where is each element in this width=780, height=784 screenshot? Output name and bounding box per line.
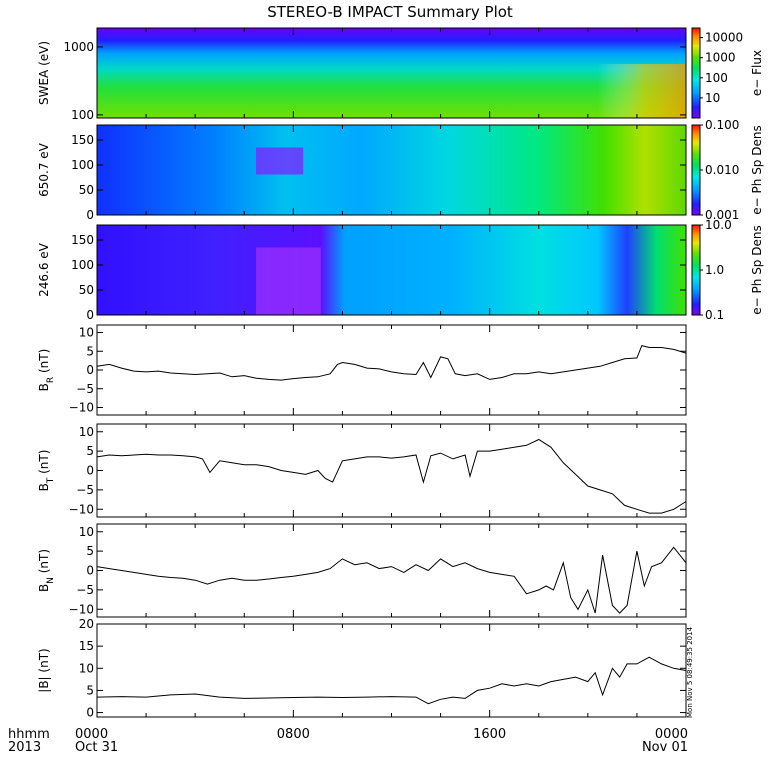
series-line (96, 345, 687, 381)
colorbar-tick-label: 0.001 (705, 208, 739, 222)
generation-timestamp: Mon Nov 5 08:49:35 2014 (686, 626, 694, 718)
time-tick-date: Oct 31 (75, 740, 118, 755)
colorbar-label: e− Ph Sp Dens (750, 125, 764, 214)
plot-title: STEREO-B IMPACT Summary Plot (267, 3, 513, 21)
colorbar-tick-label: 1000 (705, 51, 736, 65)
spectrogram-fill (97, 125, 686, 215)
y-tick-label: 0 (86, 208, 94, 222)
y-tick-label: 10 (79, 525, 94, 539)
time-tick-label: 0000 (75, 727, 108, 742)
time-axis-row2-label: 2013 (8, 740, 41, 755)
y-axis-label: SWEA (eV) (37, 41, 51, 105)
panel-6: −10 −5 0 5 10 BN (nT) (37, 523, 687, 618)
y-tick-label: 100 (71, 158, 94, 172)
time-tick-label: 0000 (655, 727, 688, 742)
y-tick-label: 0 (86, 706, 94, 720)
y-tick-label: −5 (76, 382, 94, 396)
panel-7: 0 5 10 15 20 |B| (nT) (37, 617, 687, 720)
y-tick-label: 20 (79, 617, 94, 631)
y-axis-label: 650.7 eV (37, 142, 51, 197)
colorbar (691, 224, 701, 316)
panel-frame (96, 523, 687, 618)
colorbar-tick-label: 100 (705, 71, 728, 85)
time-tick-label: 1600 (473, 727, 506, 742)
y-tick-label: 5 (86, 683, 94, 697)
colorbar-label: e− Ph Sp Dens (750, 225, 764, 314)
panel-2: 0.001 0.010 0.100 e− Ph Sp Dens 0 50 100 150 650… (37, 118, 764, 222)
y-axis-label: BN (nT) (37, 549, 56, 592)
panel-1: 10 100 1000 10000 e− Flux 100 1000 SWEA (eV) (37, 27, 764, 122)
y-axis-label: BR (nT) (37, 349, 56, 392)
y-tick-label: 50 (79, 283, 94, 297)
panel-frame (96, 324, 687, 416)
y-tick-label: 150 (71, 233, 94, 247)
y-tick-label: 10 (79, 425, 94, 439)
time-tick-label: 0800 (277, 727, 310, 742)
series-line (96, 656, 687, 705)
y-tick-label: 150 (71, 133, 94, 147)
y-tick-label: 0 (86, 363, 94, 377)
y-axis-label: |B| (nT) (37, 648, 51, 692)
colorbar-tick-label: 0.1 (705, 308, 724, 322)
y-tick-label: 15 (79, 639, 94, 653)
y-tick-label: −10 (69, 401, 94, 415)
colorbar (691, 124, 701, 216)
series-line (96, 438, 687, 514)
colorbar-tick-label: 10.0 (705, 218, 732, 232)
panel-4: −10 −5 0 5 10 BR (nT) (37, 324, 687, 416)
y-tick-label: 10 (79, 326, 94, 340)
spectrogram-feature (256, 147, 304, 175)
time-axis-row1-label: hhmm (8, 727, 50, 742)
colorbar-tick-label: 1.0 (705, 263, 724, 277)
y-tick-label: 0 (86, 564, 94, 578)
spectrogram-overlay (97, 64, 686, 118)
spectrogram-feature (256, 247, 321, 315)
y-tick-label: 50 (79, 183, 94, 197)
time-tick-date: Nov 01 (642, 740, 688, 755)
colorbar-tick-label: 0.100 (705, 118, 739, 132)
spectrogram-fill (97, 225, 686, 315)
y-tick-label: −5 (76, 483, 94, 497)
y-tick-label: 100 (71, 108, 94, 122)
y-tick-label: 0 (86, 464, 94, 478)
panel-frame (96, 623, 687, 718)
y-axis-label: 246.6 eV (37, 242, 51, 297)
panel-3: 0.1 1.0 10.0 e− Ph Sp Dens 0 50 100 150 246.6 eV (37, 218, 764, 322)
y-tick-label: 1000 (63, 40, 94, 54)
colorbar-label: e− Flux (750, 50, 764, 96)
y-tick-label: 10 (79, 661, 94, 675)
y-tick-label: 0 (86, 308, 94, 322)
y-tick-label: 5 (86, 344, 94, 358)
colorbar-tick-label: 0.010 (705, 163, 739, 177)
colorbar (691, 27, 701, 119)
y-tick-label: −10 (69, 602, 94, 616)
y-tick-label: −5 (76, 583, 94, 597)
y-tick-label: 5 (86, 444, 94, 458)
y-tick-label: 100 (71, 258, 94, 272)
colorbar-tick-label: 10 (705, 91, 720, 105)
y-tick-label: −10 (69, 502, 94, 516)
colorbar-tick-label: 10000 (705, 31, 743, 45)
series-line (96, 546, 687, 614)
panel-5: −10 −5 0 5 10 BT (nT) (37, 423, 687, 518)
y-axis-label: BT (nT) (37, 450, 56, 492)
y-tick-label: 5 (86, 544, 94, 558)
panel-frame (96, 423, 687, 518)
